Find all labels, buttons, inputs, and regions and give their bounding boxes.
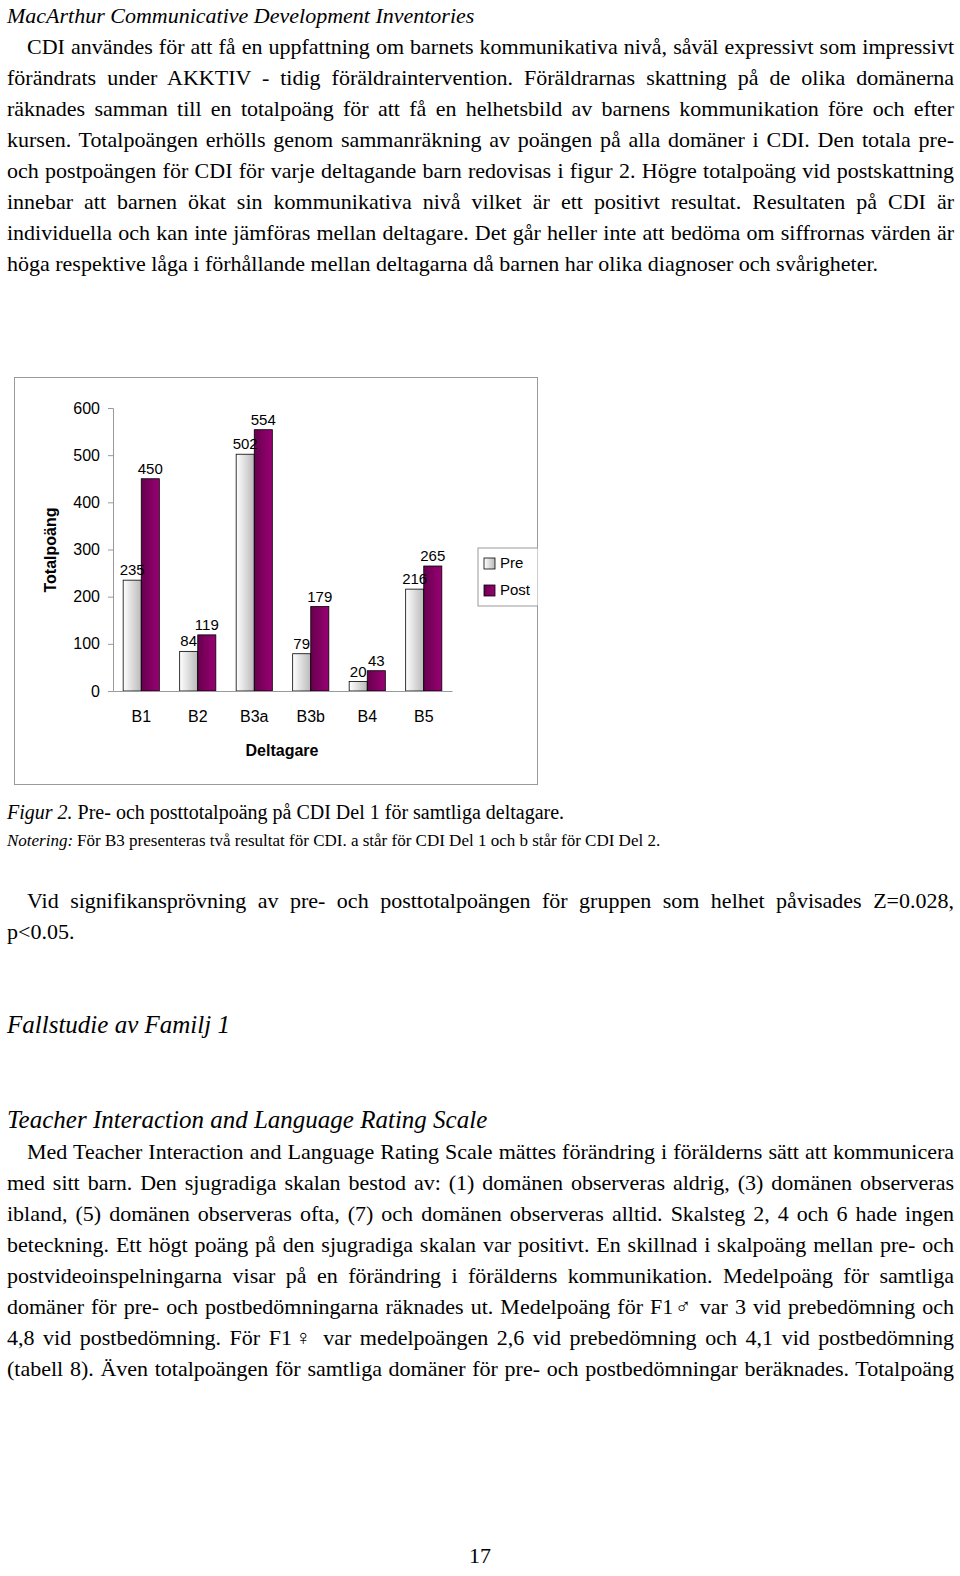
data-label: 502 — [233, 435, 258, 452]
y-tick-label: 600 — [73, 400, 100, 417]
heading: Teacher Interaction and Language Rating … — [7, 1104, 954, 1136]
y-tick: 100 — [73, 635, 113, 652]
chart: 0 100 200 300 400 500 600 B1 B2 B3a B3b B4 B5 235 84 50… — [14, 377, 538, 785]
bar — [198, 635, 216, 691]
x-tick: B2 — [188, 708, 208, 725]
data-label: 20 — [350, 663, 367, 680]
y-tick-mark — [108, 455, 113, 456]
y-tick: 600 — [73, 400, 113, 417]
y-tick-mark — [108, 644, 113, 645]
caption-label: Figur 2. — [7, 801, 73, 823]
bar — [293, 654, 311, 691]
paragraph: Vid signifikansprövning av pre- och post… — [7, 885, 954, 947]
y-tick: 400 — [73, 494, 113, 511]
paragraph: CDI användes för att få en uppfattning o… — [7, 31, 954, 279]
bar — [367, 671, 385, 691]
y-tick-label: 0 — [91, 683, 100, 700]
bar — [254, 430, 272, 691]
x-tick: B5 — [414, 708, 434, 725]
x-tick-label: B2 — [188, 708, 208, 725]
bar — [180, 651, 198, 691]
x-tick: B1 — [131, 708, 151, 725]
y-tick-mark — [108, 550, 113, 551]
bar — [406, 589, 424, 691]
data-label: 235 — [120, 561, 145, 578]
data-label: 79 — [293, 635, 310, 652]
bar — [123, 580, 141, 691]
y-tick-label: 300 — [73, 541, 100, 558]
data-label: 450 — [138, 460, 163, 477]
x-tick-label: B1 — [131, 708, 151, 725]
legend-swatch — [484, 558, 495, 569]
y-tick-label: 100 — [73, 635, 100, 652]
x-axis: B1 B2 B3a B3b B4 B5 — [114, 692, 453, 726]
chart-frame — [15, 378, 538, 785]
y-axis: 0 100 200 300 400 500 600 — [73, 400, 113, 700]
note-text: För B3 presenteras två resultat för CDI.… — [77, 831, 660, 850]
y-axis-title: Totalpoäng — [42, 507, 59, 592]
heading: Fallstudie av Familj 1 — [7, 1009, 954, 1041]
data-label: 84 — [180, 632, 197, 649]
legend: Pre Post — [478, 548, 538, 606]
legend-frame — [478, 548, 538, 606]
heading: MacArthur Communicative Development Inve… — [7, 0, 954, 31]
y-tick-mark — [108, 408, 113, 409]
x-tick-label: B3b — [297, 708, 326, 725]
y-tick: 300 — [73, 541, 113, 558]
y-tick-label: 500 — [73, 447, 100, 464]
y-tick: 0 — [91, 683, 113, 700]
caption-text: Pre- och posttotalpoäng på CDI Del 1 för… — [78, 801, 565, 823]
data-label: 43 — [368, 652, 385, 669]
y-tick-mark — [108, 691, 113, 692]
x-axis-title: Deltagare — [246, 742, 319, 759]
x-axis-line — [114, 691, 453, 692]
y-tick-mark — [108, 502, 113, 503]
y-tick-mark — [108, 597, 113, 598]
paragraph: Med Teacher Interaction and Language Rat… — [7, 1136, 954, 1384]
x-tick-label: B3a — [240, 708, 269, 725]
y-tick: 500 — [73, 447, 113, 464]
y-axis-line — [108, 409, 114, 692]
data-labels: 235 84 502 79 20 216 450 119 554 179 43 265 — [120, 411, 446, 680]
bar — [236, 454, 254, 691]
legend-swatch — [484, 585, 495, 596]
bar — [311, 607, 329, 691]
bar — [349, 682, 367, 691]
y-tick-label: 400 — [73, 494, 100, 511]
caption: Figur 2.Pre- och posttotalpoäng på CDI D… — [7, 799, 954, 825]
page: MacArthur Communicative Development Inve… — [0, 0, 960, 1576]
x-tick: B3b — [297, 708, 326, 725]
bars — [123, 430, 442, 691]
y-tick: 200 — [73, 588, 113, 605]
x-tick: B3a — [240, 708, 269, 725]
data-label: 119 — [195, 616, 219, 633]
x-tick-label: B4 — [357, 708, 377, 725]
note: Notering:För B3 presenteras två resultat… — [7, 829, 954, 853]
legend-label: Post — [500, 581, 531, 598]
bar — [141, 479, 159, 691]
x-tick-label: B5 — [414, 708, 434, 725]
data-label: 179 — [307, 588, 332, 605]
x-tick: B4 — [357, 708, 377, 725]
legend-label: Pre — [500, 554, 523, 571]
data-label: 265 — [420, 547, 445, 564]
page-number: 17 — [0, 1540, 960, 1571]
y-tick-label: 200 — [73, 588, 100, 605]
data-label: 216 — [402, 570, 427, 587]
data-label: 554 — [251, 411, 276, 428]
note-label: Notering: — [7, 831, 73, 850]
